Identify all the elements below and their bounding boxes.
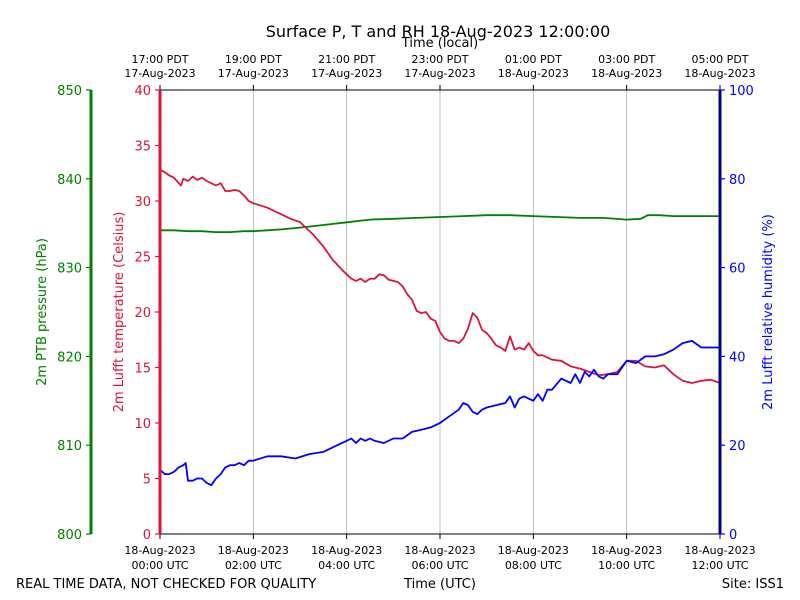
x-tick-label-utc-time: 10:00 UTC xyxy=(598,559,655,572)
pressure-tick-label: 800 xyxy=(57,528,82,543)
x-tick-label-local-time: 03:00 PDT xyxy=(598,53,655,66)
x-tick-label-local-date: 18-Aug-2023 xyxy=(684,67,755,80)
humidity-tick-label: 60 xyxy=(729,262,746,277)
humidity-tick-label: 80 xyxy=(729,173,746,188)
x-tick-label-local-time: 19:00 PDT xyxy=(225,53,282,66)
series-layer xyxy=(159,169,721,487)
pressure-tick-label: 820 xyxy=(57,350,82,365)
x-tick-label-utc-date: 18-Aug-2023 xyxy=(311,544,382,557)
x-tick-label-utc-date: 18-Aug-2023 xyxy=(684,544,755,557)
temperature-tick-label: 30 xyxy=(134,195,151,210)
bottom-axis-label: Time (UTC) xyxy=(403,577,476,592)
x-tick-label-utc-date: 18-Aug-2023 xyxy=(404,544,475,557)
x-tick-label-local-date: 17-Aug-2023 xyxy=(311,67,382,80)
site-label: Site: ISS1 xyxy=(722,577,784,592)
pressure-tick-label: 840 xyxy=(57,173,82,188)
pressure-axis-label: 2m PTB pressure (hPa) xyxy=(35,238,50,386)
x-tick-label-utc-time: 06:00 UTC xyxy=(411,559,468,572)
x-tick-label-utc-date: 18-Aug-2023 xyxy=(124,544,195,557)
x-tick-label-utc-date: 18-Aug-2023 xyxy=(498,544,569,557)
humidity-axis-label: 2m Lufft relative humidity (%) xyxy=(761,214,776,410)
x-tick-label-local-date: 17-Aug-2023 xyxy=(404,67,475,80)
humidity-tick-label: 20 xyxy=(729,439,746,454)
x-tick-label-local-time: 01:00 PDT xyxy=(505,53,562,66)
temperature-axis-label: 2m Lufft temperature (Celsius) xyxy=(112,212,127,413)
pressure-tick-label: 810 xyxy=(57,439,82,454)
temperature-tick-label: 40 xyxy=(134,84,151,99)
humidity-series-line xyxy=(159,339,720,487)
tick-layer: 18-Aug-2023 00:00 UTC 18-Aug-2023 02:00 UTC… xyxy=(57,53,755,572)
pressure-series-line xyxy=(160,214,720,234)
humidity-tick-label: 100 xyxy=(729,84,754,99)
top-axis-label: Time (local) xyxy=(401,36,478,51)
x-tick-label-utc-date: 18-Aug-2023 xyxy=(591,544,662,557)
x-tick-label-utc-time: 00:00 UTC xyxy=(131,559,188,572)
x-tick-label-local-date: 17-Aug-2023 xyxy=(218,67,289,80)
pressure-tick-label: 850 xyxy=(57,84,82,99)
x-tick-label-local-date: 18-Aug-2023 xyxy=(498,67,569,80)
x-tick-label-local-time: 17:00 PDT xyxy=(131,53,188,66)
quality-notice: REAL TIME DATA, NOT CHECKED FOR QUALITY xyxy=(16,577,316,592)
pressure-tick-label: 830 xyxy=(57,262,82,277)
x-tick-label-local-time: 23:00 PDT xyxy=(411,53,468,66)
chart-title: Surface P, T and RH 18-Aug-2023 12:00:00 xyxy=(266,22,611,41)
x-tick-label-local-time: 05:00 PDT xyxy=(691,53,748,66)
x-tick-label-utc-date: 18-Aug-2023 xyxy=(218,544,289,557)
temperature-tick-label: 25 xyxy=(134,251,151,266)
temperature-tick-label: 35 xyxy=(134,140,151,155)
x-tick-label-utc-time: 02:00 UTC xyxy=(225,559,282,572)
humidity-tick-label: 0 xyxy=(729,528,737,543)
temperature-tick-label: 10 xyxy=(134,417,151,432)
temperature-series-line xyxy=(159,169,721,384)
x-tick-label-utc-time: 12:00 UTC xyxy=(691,559,748,572)
x-tick-label-utc-time: 08:00 UTC xyxy=(505,559,562,572)
x-tick-label-local-date: 17-Aug-2023 xyxy=(124,67,195,80)
temperature-tick-label: 0 xyxy=(143,528,151,543)
humidity-tick-label: 40 xyxy=(729,350,746,365)
temperature-tick-label: 20 xyxy=(134,306,151,321)
x-tick-label-local-date: 18-Aug-2023 xyxy=(591,67,662,80)
x-tick-label-local-time: 21:00 PDT xyxy=(318,53,375,66)
temperature-tick-label: 5 xyxy=(143,473,151,488)
grid-lines xyxy=(252,90,628,534)
temperature-tick-label: 15 xyxy=(134,362,151,377)
x-tick-label-utc-time: 04:00 UTC xyxy=(318,559,375,572)
